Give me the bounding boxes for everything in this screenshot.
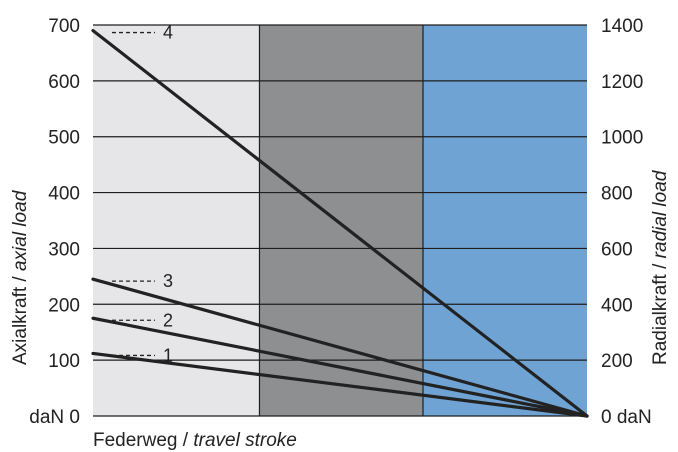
left-tick-400: 400 (48, 184, 80, 205)
zone-2 (259, 25, 423, 416)
x-axis-title-main: Federweg (93, 430, 178, 451)
zone-1 (93, 25, 260, 416)
left-tick-700: 700 (48, 16, 80, 37)
series-label-4: 4 (163, 23, 173, 43)
left-axis-title-sep: / (10, 271, 31, 287)
series-lines (91, 28, 589, 418)
right-tick-1400: 1400 (601, 16, 643, 37)
right-axis-ticks: 200 400 600 800 1000 1200 1400 0 daN (601, 16, 652, 428)
x-axis-title: Federweg / travel stroke (93, 430, 297, 451)
left-tick-500: 500 (48, 128, 80, 149)
left-tick-100: 100 (48, 351, 80, 372)
left-tick-200: 200 (48, 295, 80, 316)
right-tick-1200: 1200 (601, 72, 643, 93)
series-labels: 4 3 2 1 (112, 23, 173, 365)
right-axis-title-sep: / (650, 258, 671, 274)
series-line-3 (91, 277, 589, 418)
right-tick-1000: 1000 (601, 128, 643, 149)
series-line-4 (91, 28, 589, 418)
left-tick-600: 600 (48, 72, 80, 93)
left-tick-300: 300 (48, 239, 80, 260)
x-axis-title-sep: / (178, 430, 194, 451)
x-axis-title-italic: travel stroke (193, 430, 296, 451)
zone-3 (422, 25, 587, 416)
right-tick-800: 800 (601, 184, 633, 205)
left-tick-zero: daN 0 (29, 407, 80, 428)
series-label-3: 3 (163, 271, 173, 291)
series-line-2 (91, 316, 589, 418)
series-line-1 (91, 351, 589, 418)
left-axis-ticks: 100 200 300 400 500 600 700 daN 0 (29, 16, 80, 428)
left-axis-title: Axialkraft / axial load (10, 189, 31, 365)
left-axis-title-main: Axialkraft (10, 286, 31, 365)
series-label-2: 2 (163, 310, 173, 330)
right-tick-zero: 0 daN (601, 407, 652, 428)
series-label-1: 1 (163, 345, 173, 365)
left-axis-title-italic: axial load (10, 189, 31, 271)
right-tick-600: 600 (601, 239, 633, 260)
right-tick-200: 200 (601, 351, 633, 372)
background-zones (93, 25, 587, 416)
right-axis-title-main: Radialkraft (650, 273, 671, 365)
right-axis-title-italic: radial load (650, 169, 671, 258)
gridlines (93, 24, 587, 417)
right-axis-title: Radialkraft / radial load (650, 169, 671, 365)
right-tick-400: 400 (601, 295, 633, 316)
